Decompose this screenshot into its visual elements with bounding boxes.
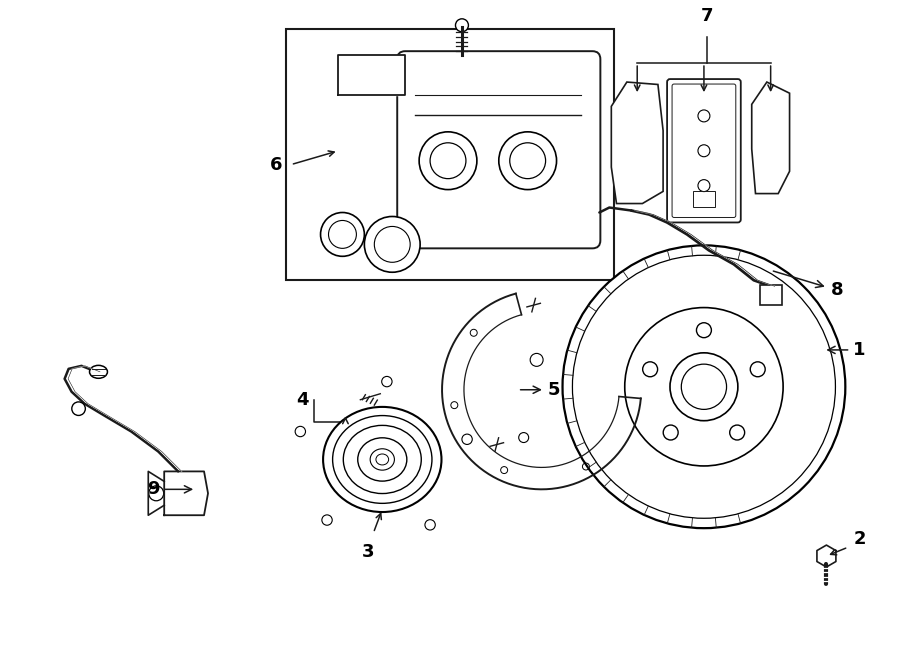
Text: 3: 3 [362, 543, 374, 561]
Circle shape [562, 246, 845, 528]
FancyBboxPatch shape [397, 51, 600, 248]
Polygon shape [164, 471, 208, 515]
Circle shape [419, 132, 477, 189]
FancyBboxPatch shape [667, 79, 741, 222]
Polygon shape [752, 82, 789, 193]
FancyBboxPatch shape [760, 285, 781, 305]
Text: 4: 4 [296, 391, 309, 408]
Ellipse shape [323, 407, 442, 512]
Text: 6: 6 [270, 156, 283, 173]
Text: 7: 7 [701, 7, 713, 25]
Circle shape [455, 19, 468, 32]
Circle shape [364, 216, 420, 272]
Text: 9: 9 [147, 481, 192, 498]
FancyBboxPatch shape [285, 29, 615, 280]
Text: 2: 2 [853, 530, 866, 548]
Text: 8: 8 [773, 271, 843, 299]
Text: 1: 1 [828, 341, 866, 359]
Polygon shape [338, 55, 405, 95]
Polygon shape [611, 82, 663, 203]
Ellipse shape [89, 365, 107, 378]
Text: 5: 5 [520, 381, 560, 399]
Circle shape [320, 213, 364, 256]
Circle shape [72, 402, 86, 416]
Circle shape [499, 132, 556, 189]
Circle shape [148, 486, 164, 500]
